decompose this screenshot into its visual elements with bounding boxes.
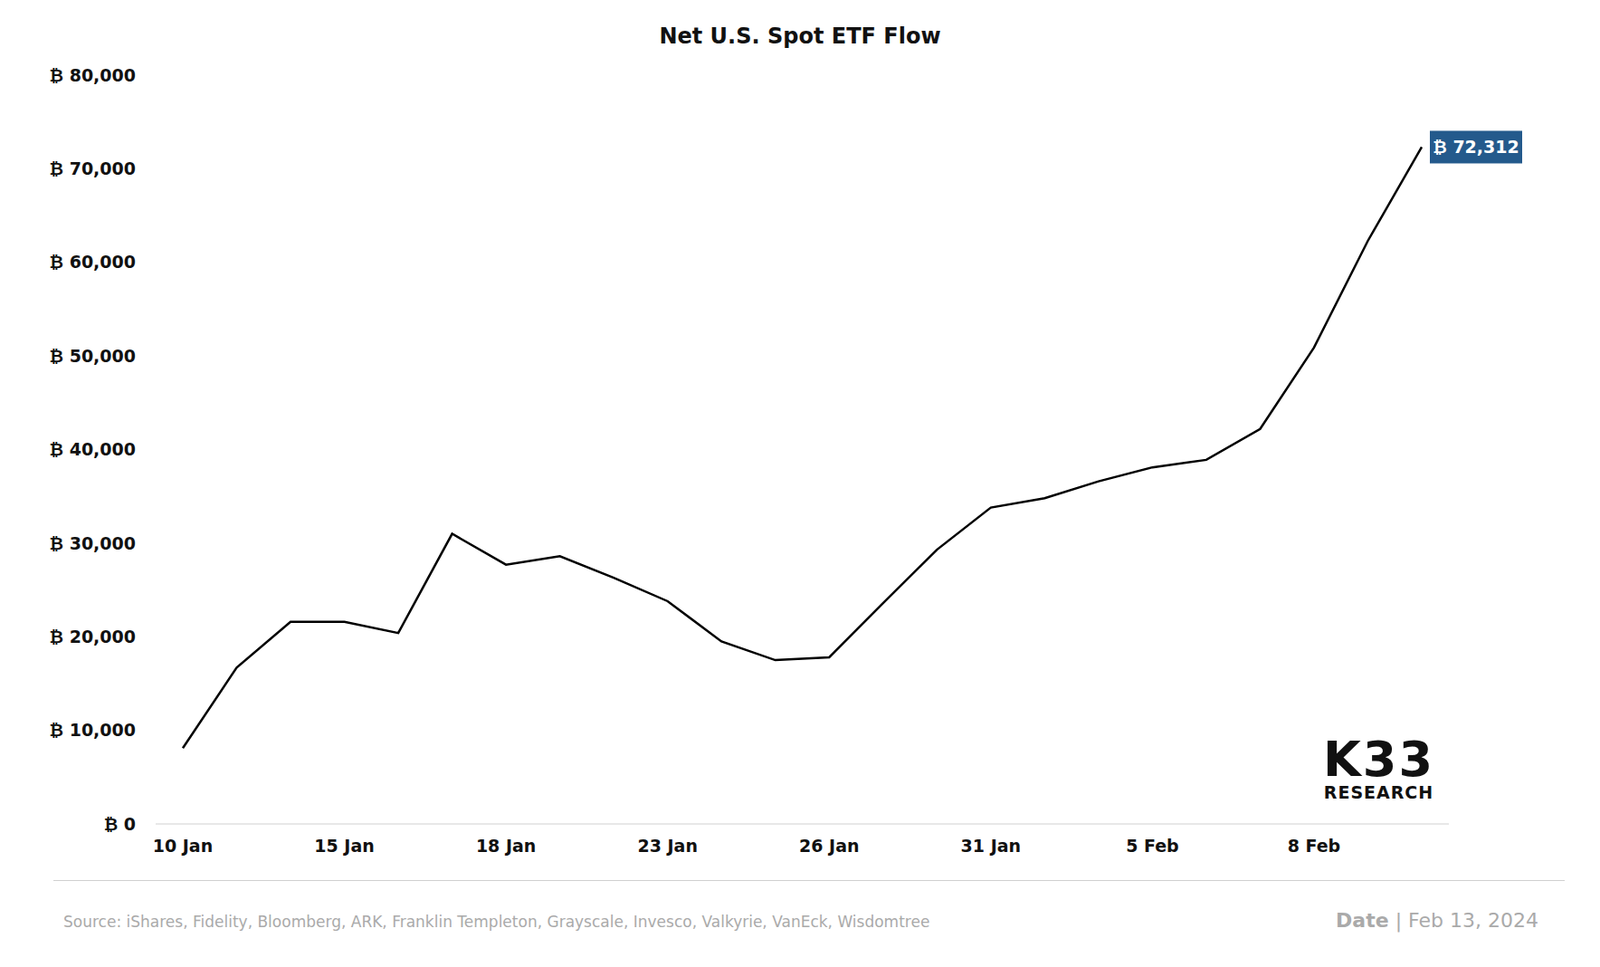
html-text:Source: iShares, Fidelity, Blo: Source: iShares, Fidelity, Bloomberg, AR… <box>63 912 930 931</box>
svg-text:₿ 70,000: ₿ 70,000 <box>49 158 136 179</box>
svg-text:₿ 72,312: ₿ 72,312 <box>1432 136 1519 157</box>
svg-text:₿ 10,000: ₿ 10,000 <box>49 719 136 740</box>
svg-text:18 Jan: 18 Jan <box>476 835 536 856</box>
html-text:Date | Feb 13, 2024: Date | Feb 13, 2024 <box>1335 908 1539 932</box>
html-text:RESEARCH: RESEARCH <box>1323 781 1434 802</box>
svg-text:5 Feb: 5 Feb <box>1125 835 1180 856</box>
svg-text:23 Jan: 23 Jan <box>637 835 697 856</box>
svg-text:₿ 0: ₿ 0 <box>104 813 136 834</box>
svg-text:10 Jan: 10 Jan <box>152 835 213 856</box>
html-text:Net U.S. Spot ETF Flow: Net U.S. Spot ETF Flow <box>659 23 941 49</box>
html-text:K33: K33 <box>1323 730 1435 788</box>
svg-text:26 Jan: 26 Jan <box>799 835 859 856</box>
svg-text:₿ 20,000: ₿ 20,000 <box>49 626 136 647</box>
svg-text:₿ 30,000: ₿ 30,000 <box>49 533 136 553</box>
svg-text:8 Feb: 8 Feb <box>1287 835 1342 856</box>
svg-text:₿ 40,000: ₿ 40,000 <box>49 438 136 459</box>
svg-text:₿ 60,000: ₿ 60,000 <box>49 251 136 272</box>
svg-text:₿ 50,000: ₿ 50,000 <box>49 345 136 366</box>
svg-text:15 Jan: 15 Jan <box>314 835 374 856</box>
svg-text:31 Jan: 31 Jan <box>961 835 1021 856</box>
svg-text:₿ 80,000: ₿ 80,000 <box>49 65 136 86</box>
